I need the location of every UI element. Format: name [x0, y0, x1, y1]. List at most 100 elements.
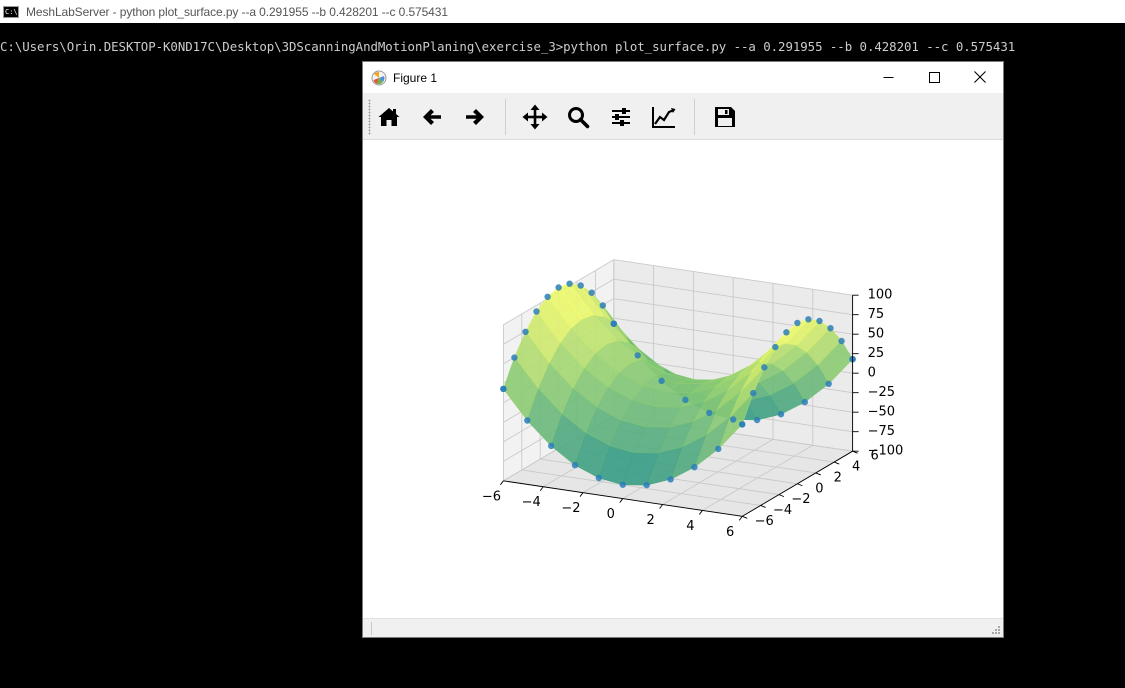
data-point — [739, 421, 746, 428]
navigation-toolbar — [363, 93, 1003, 140]
configure-subplots-button[interactable] — [605, 101, 637, 133]
y-tick-label: −2 — [791, 492, 810, 507]
minimize-button[interactable] — [865, 62, 911, 92]
pan-button[interactable] — [519, 101, 551, 133]
data-point — [571, 461, 579, 469]
gridline — [613, 259, 853, 296]
data-point — [577, 282, 584, 289]
console-command-line: C:\Users\Orin.DESKTOP-K0ND17C\Desktop\3D… — [0, 39, 1016, 54]
status-bar — [363, 618, 1003, 637]
data-point — [555, 284, 562, 291]
toolbar-separator — [694, 99, 695, 135]
data-point — [634, 352, 641, 359]
move-icon — [522, 104, 548, 130]
data-point — [667, 476, 674, 483]
y-tick — [742, 515, 748, 519]
y-tick-label: 4 — [852, 460, 860, 475]
close-button[interactable] — [957, 62, 1003, 92]
figure-window[interactable]: Figure 1 — [362, 61, 1004, 638]
x-tick-label: 6 — [726, 525, 734, 540]
x-tick — [500, 480, 504, 486]
magnifier-icon — [568, 107, 590, 129]
data-point — [658, 377, 665, 384]
data-point — [533, 308, 540, 315]
console-window-title: MeshLabServer - python plot_surface.py -… — [26, 4, 448, 19]
z-tick-label: 100 — [868, 288, 893, 303]
close-icon — [974, 71, 986, 83]
z-tick-label: −100 — [868, 444, 904, 459]
matplotlib-logo-icon — [371, 70, 387, 85]
figure-titlebar[interactable]: Figure 1 — [363, 62, 1003, 93]
z-tick-label: −25 — [868, 385, 895, 400]
y-tick — [760, 505, 766, 508]
data-point — [511, 354, 518, 361]
resize-grip-icon[interactable] — [992, 626, 1001, 635]
data-point — [827, 325, 834, 332]
z-tick-label: −75 — [868, 424, 895, 439]
x-tick-label: −6 — [482, 489, 501, 504]
data-point — [619, 481, 626, 488]
save-button[interactable] — [709, 101, 741, 133]
x-tick-label: 2 — [646, 513, 654, 528]
data-point — [783, 329, 790, 336]
figure-title: Figure 1 — [393, 70, 438, 85]
home-button[interactable] — [373, 101, 405, 133]
x-tick — [738, 516, 743, 521]
data-point — [794, 319, 801, 327]
surface-plot[interactable]: −6 −4 −2 0 2 4 6−6−4−202461007550250−25−50−75−… — [363, 140, 1003, 618]
data-point — [816, 317, 823, 325]
data-point — [500, 385, 507, 393]
toolbar-grip[interactable] — [368, 99, 371, 135]
home-icon — [378, 108, 400, 126]
back-button[interactable] — [416, 101, 448, 133]
y-tick — [797, 483, 803, 487]
forward-button[interactable] — [459, 101, 491, 133]
y-tick-label: −6 — [755, 514, 774, 529]
minimize-icon — [883, 76, 893, 78]
data-point — [595, 474, 603, 482]
gridline — [613, 278, 853, 316]
y-tick — [834, 461, 840, 465]
data-point — [566, 280, 573, 287]
zoom-button[interactable] — [562, 101, 594, 133]
edit-axes-button[interactable] — [648, 101, 680, 133]
x-tick — [619, 498, 624, 503]
data-point — [610, 320, 617, 327]
data-point — [801, 398, 808, 406]
console-titlebar[interactable]: C:\ MeshLabServer - python plot_surface.… — [0, 0, 1125, 23]
floppy-disk-icon — [715, 107, 735, 127]
x-tick — [579, 492, 584, 497]
y-tick — [778, 494, 785, 498]
x-tick-label: −4 — [522, 495, 541, 510]
maximize-icon — [928, 71, 940, 83]
data-point — [599, 302, 606, 309]
data-point — [730, 416, 737, 423]
x-tick-label: −2 — [561, 501, 580, 516]
figure-canvas[interactable]: −6 −4 −2 0 2 4 6 −6 −4 −2 0 2 4 6 100 75 50 25 0 −25 −50 −75−… — [363, 140, 1003, 618]
line-chart-icon — [652, 107, 676, 128]
sliders-icon — [612, 108, 630, 126]
data-point — [825, 380, 832, 387]
x-tick-label: 0 — [607, 507, 615, 522]
maximize-button[interactable] — [911, 62, 957, 92]
x-tick — [659, 504, 663, 509]
y-tick-label: 6 — [870, 449, 878, 464]
arrow-left-icon — [423, 109, 441, 125]
data-point — [588, 289, 595, 296]
x-tick — [539, 486, 544, 492]
console-icon-text: C:\ — [5, 7, 18, 16]
status-separator — [371, 622, 372, 635]
data-point — [772, 343, 779, 351]
data-point — [548, 442, 555, 450]
gridline — [521, 469, 761, 506]
axes-ticks: −6 −4 −2 0 2 4 6−6−4−202461007550250−25−50−75−… — [482, 288, 904, 540]
x-tick — [699, 510, 703, 515]
z-tick-label: 0 — [868, 366, 876, 381]
data-point — [715, 445, 722, 453]
data-point — [682, 396, 689, 404]
saddle-surface — [500, 280, 856, 489]
y-tick — [815, 472, 821, 476]
surface-facet — [622, 453, 659, 486]
z-tick-label: 75 — [868, 307, 885, 322]
x-tick-label: 4 — [686, 519, 694, 534]
